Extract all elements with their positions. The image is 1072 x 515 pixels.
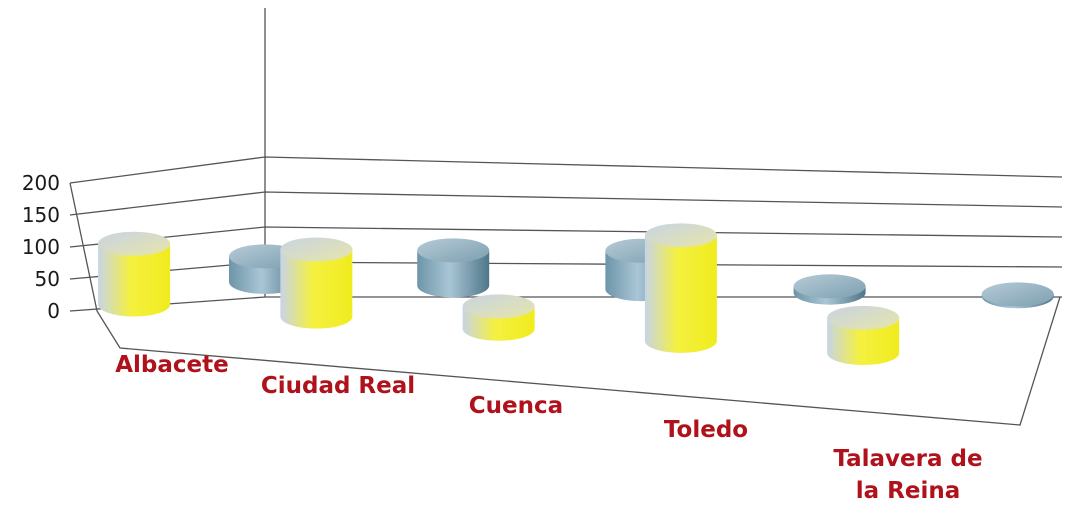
floor-outline <box>96 296 1061 426</box>
bars <box>98 223 1054 366</box>
bar-series-b-1 <box>417 238 490 298</box>
gridline-50 <box>69 261 1063 280</box>
left-wall-edge <box>69 182 98 312</box>
y-axis-ticks: 0 50 100 150 200 <box>22 171 60 323</box>
bar-series-a-3 <box>644 223 717 353</box>
gridline-200 <box>69 156 1063 184</box>
y-tick-50: 50 <box>35 267 60 291</box>
gridline-0 <box>69 296 1062 312</box>
gridline-150 <box>69 191 1063 216</box>
category-label-4: Talavera de la Reina <box>833 446 982 504</box>
bar-series-b-3 <box>793 274 866 305</box>
bar-series-b-4 <box>981 282 1054 309</box>
bar-series-a-1 <box>280 237 353 329</box>
category-label-0: Albacete <box>115 352 229 378</box>
category-label-3: Toledo <box>664 417 748 443</box>
y-tick-100: 100 <box>22 235 60 259</box>
category-label-2: Cuenca <box>469 393 563 419</box>
bar-series-a-4 <box>827 305 900 366</box>
y-tick-200: 200 <box>22 171 60 195</box>
category-label-1: Ciudad Real <box>261 373 415 399</box>
y-tick-150: 150 <box>22 203 60 227</box>
category-labels: Albacete Ciudad Real Cuenca Toledo Talavera … <box>115 352 982 504</box>
bar-series-a-0 <box>98 231 171 317</box>
bar-series-a-2 <box>462 294 535 341</box>
y-tick-0: 0 <box>47 299 60 323</box>
gridline-100 <box>69 226 1063 248</box>
